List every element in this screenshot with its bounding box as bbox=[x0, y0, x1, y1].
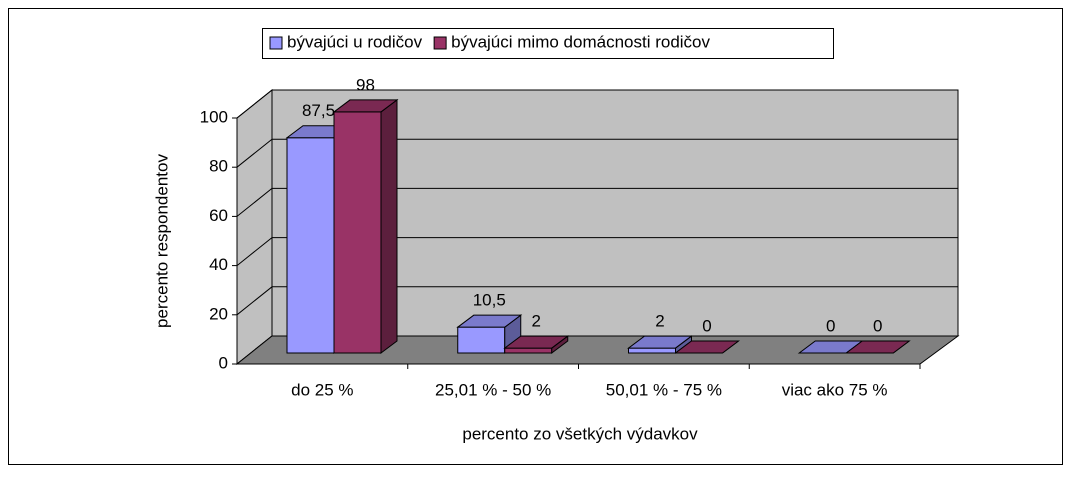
grid-line bbox=[236, 138, 958, 168]
legend-swatch bbox=[433, 36, 447, 50]
y-tick-label: 100 bbox=[200, 107, 228, 126]
legend-box bbox=[262, 28, 834, 59]
bar-front bbox=[286, 137, 335, 354]
x-tick-label: 50,01 % - 75 % bbox=[606, 380, 722, 399]
y-axis-label: percento respondentov bbox=[152, 154, 171, 328]
grid-line bbox=[236, 237, 958, 266]
bar-top bbox=[456, 314, 523, 328]
x-tick-label: 25,01 % - 50 % bbox=[435, 380, 551, 399]
y-tick-label: 80 bbox=[209, 157, 228, 176]
value-label: 10,5 bbox=[473, 291, 506, 310]
bar-front bbox=[504, 347, 553, 354]
value-label: 2 bbox=[655, 312, 664, 331]
bar-top bbox=[627, 335, 693, 349]
value-label: 0 bbox=[702, 316, 711, 335]
grid-line bbox=[236, 286, 958, 316]
bar-top bbox=[503, 335, 570, 349]
bar-front bbox=[333, 111, 382, 354]
value-label: 0 bbox=[826, 316, 835, 335]
y-tick-label: 60 bbox=[209, 206, 228, 225]
left-wall bbox=[236, 88, 273, 366]
grid-line bbox=[236, 89, 958, 119]
x-axis-label: percento zo všetkých výdavkov bbox=[462, 424, 698, 443]
y-tick-label: 20 bbox=[209, 304, 228, 323]
legend-label: bývajúci u rodičov bbox=[287, 32, 423, 51]
value-label: 87,5 bbox=[302, 101, 335, 120]
y-tick-label: 0 bbox=[219, 353, 228, 372]
bar-top bbox=[844, 340, 911, 354]
x-tick-label: do 25 % bbox=[291, 380, 353, 399]
bar-top bbox=[674, 340, 740, 354]
x-tick-label: viac ako 75 % bbox=[782, 380, 888, 399]
bar-top bbox=[332, 99, 399, 113]
value-label: 98 bbox=[356, 75, 375, 94]
value-label: 2 bbox=[532, 312, 541, 331]
legend-label: bývajúci mimo domácnosti rodičov bbox=[451, 32, 710, 51]
grid-line bbox=[236, 187, 958, 217]
bar-front bbox=[628, 347, 676, 354]
value-label: 0 bbox=[873, 316, 882, 335]
bar-side bbox=[380, 98, 398, 354]
bar-front bbox=[457, 326, 506, 354]
legend-swatch bbox=[269, 36, 283, 50]
y-tick-label: 40 bbox=[209, 255, 228, 274]
